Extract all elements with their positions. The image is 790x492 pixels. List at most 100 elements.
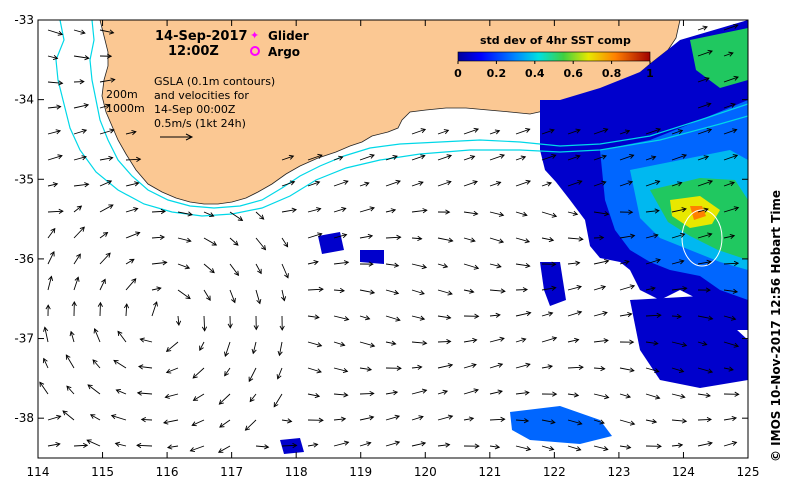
velocity-arrow-head [39, 381, 45, 387]
y-tick-label: -37 [14, 332, 34, 346]
velocity-arrow-head [273, 402, 279, 408]
velocity-arrow [411, 209, 427, 213]
velocity-arrow-head [473, 210, 479, 216]
velocity-arrow-head [577, 179, 583, 185]
velocity-arrow-head [138, 364, 144, 370]
velocity-arrow-head [603, 128, 609, 133]
velocity-arrow [437, 415, 453, 421]
velocity-arrow-head [576, 446, 582, 452]
velocity-arrow-head [420, 154, 426, 160]
velocity-arrow [489, 289, 505, 292]
velocity-arrow-head [113, 359, 119, 365]
velocity-arrow [437, 129, 449, 135]
velocity-arrow-head [655, 394, 661, 400]
velocity-arrow-head [707, 49, 713, 55]
velocity-arrow [177, 237, 191, 242]
velocity-arrow-head [199, 345, 204, 351]
glider-label: Glider [268, 29, 309, 43]
velocity-arrow [437, 181, 452, 187]
velocity-arrow-head [52, 54, 59, 60]
velocity-arrow-head [279, 325, 285, 331]
x-tick-label: 124 [672, 465, 695, 479]
x-tick-label: 119 [349, 465, 372, 479]
velocity-arrow [541, 237, 554, 241]
velocity-arrow-head [730, 102, 736, 108]
velocity-arrow-head [469, 155, 476, 161]
velocity-arrow [177, 211, 193, 216]
velocity-arrow [463, 128, 479, 135]
velocity-arrow [385, 236, 401, 239]
velocity-arrow [229, 289, 236, 303]
velocity-arrow [73, 226, 85, 239]
velocity-arrow-head [733, 75, 739, 81]
velocity-arrow [697, 77, 710, 83]
velocity-arrow-head [576, 310, 583, 316]
velocity-arrow [86, 439, 101, 447]
velocity-arrow-head [728, 366, 734, 372]
velocity-arrow [99, 180, 112, 187]
argo-legend: Argo [250, 45, 300, 59]
velocity-arrow-head [114, 441, 121, 447]
velocity-arrow-head [314, 314, 320, 320]
velocity-arrow-head [97, 301, 103, 307]
velocity-arrow-head [257, 268, 262, 275]
velocity-arrow-head [469, 288, 475, 294]
velocity-arrow-head [369, 390, 375, 397]
velocity-arrow-head [316, 368, 322, 374]
velocity-arrow-head [394, 414, 401, 420]
velocity-arrow-head [604, 394, 610, 400]
velocity-arrow-head [224, 371, 229, 377]
velocity-arrow-head [599, 235, 605, 241]
velocity-arrow-head [89, 414, 96, 419]
velocity-arrow-head [284, 273, 289, 279]
velocity-arrow [723, 441, 737, 447]
velocity-arrow-head [628, 209, 634, 215]
velocity-arrow [99, 129, 114, 135]
velocity-arrow [281, 444, 297, 447]
velocity-arrow-head [547, 311, 554, 317]
velocity-arrow-head [256, 298, 262, 305]
velocity-arrow-head [340, 341, 346, 347]
velocity-arrow-head [626, 444, 632, 450]
velocity-arrow-head [84, 182, 90, 188]
velocity-arrow-head [574, 337, 580, 343]
velocity-arrow-head [237, 216, 244, 221]
velocity-arrow-head [525, 362, 531, 368]
velocity-arrow [307, 181, 320, 187]
desc-line-2: and velocities for [154, 89, 249, 102]
isobath-1000m [55, 20, 748, 217]
velocity-arrow-head [109, 128, 115, 134]
velocity-arrow-head [364, 315, 371, 321]
velocity-arrow [359, 341, 375, 347]
velocity-arrow [645, 419, 657, 423]
velocity-arrow-head [448, 237, 454, 243]
velocity-arrow [671, 419, 687, 422]
velocity-arrow-head [395, 179, 401, 185]
velocity-arrow-head [551, 285, 557, 291]
y-tick-label: -38 [14, 411, 34, 425]
scale-arrow [160, 133, 194, 141]
velocity-arrow-head [62, 410, 68, 416]
velocity-arrow [437, 237, 453, 242]
velocity-arrow [333, 207, 346, 213]
velocity-arrow-head [317, 153, 323, 159]
velocity-arrow [163, 419, 179, 424]
velocity-arrow-head [656, 443, 662, 449]
velocity-arrow [541, 337, 557, 343]
velocity-arrow-head [498, 238, 505, 244]
velocity-arrow [307, 154, 323, 161]
velocity-arrow [125, 258, 135, 265]
velocity-arrow-head [74, 276, 80, 282]
argo-label: Argo [268, 45, 300, 59]
map-date: 14-Sep-2017 [155, 29, 248, 44]
velocity-arrow-head [129, 258, 135, 264]
x-tick-label: 117 [220, 465, 243, 479]
velocity-arrow [541, 312, 553, 317]
velocity-arrow-head [69, 330, 75, 337]
plot-frame [37, 19, 749, 459]
velocity-arrow [411, 389, 427, 395]
velocity-arrow [411, 315, 425, 320]
velocity-arrow [723, 103, 736, 109]
velocity-arrow [619, 419, 635, 425]
velocity-arrow-head [76, 205, 83, 211]
